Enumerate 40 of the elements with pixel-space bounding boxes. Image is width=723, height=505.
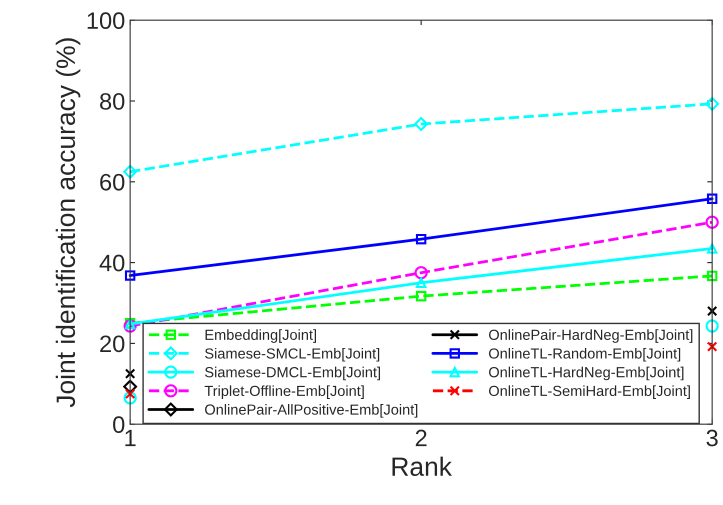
x-tick-label: 3: [706, 430, 718, 446]
y-tick-label: 60: [100, 174, 124, 191]
y-tick-label: 20: [100, 335, 124, 352]
y-tick-label: 100: [88, 12, 124, 29]
point: [414, 117, 428, 131]
point: [706, 270, 718, 282]
point: [414, 266, 428, 280]
legend-label: OnlineTL-HardNeg-Emb[Joint]: [489, 366, 684, 380]
y-tick-label: 40: [100, 254, 124, 272]
legend-label: OnlineTL-Random-Emb[Joint]: [489, 348, 680, 362]
legend-label: Siamese-DMCL-Emb[Joint]: [205, 366, 380, 380]
x-tick-label: 2: [416, 430, 427, 446]
y-tick-label: 0: [113, 416, 124, 433]
point: [706, 306, 718, 316]
point: [706, 341, 718, 352]
point: [123, 380, 138, 394]
point: [416, 278, 426, 288]
legend-label: Embedding[Joint]: [206, 329, 316, 343]
legend-label: Siamese-SMCL-Emb[Joint]: [205, 348, 380, 362]
y-axis-title: Joint identification accuracy (%): [56, 38, 80, 408]
point: [706, 243, 718, 254]
point: [124, 391, 137, 405]
legend-label: OnlinePair-HardNeg-Emb[Joint]: [489, 329, 692, 343]
point: [416, 234, 426, 244]
point: [124, 319, 137, 333]
point: [123, 164, 138, 179]
point: [124, 270, 136, 281]
point: [124, 388, 136, 400]
point: [706, 319, 719, 333]
legend-label: Triplet-Offline-Emb[Joint]: [204, 385, 364, 399]
x-tick-label: 1: [125, 430, 136, 446]
point: [705, 96, 720, 111]
legend-label: OnlineTL-SemiHard-Emb[Joint]: [489, 385, 690, 399]
point: [124, 368, 136, 379]
point: [706, 194, 718, 204]
point: [416, 290, 426, 302]
x-axis-title: Rank: [392, 456, 452, 476]
legend-label: OnlinePair-AllPositive-Emb[Joint]: [205, 404, 418, 418]
point: [706, 216, 719, 229]
y-tick-label: 80: [100, 93, 124, 110]
